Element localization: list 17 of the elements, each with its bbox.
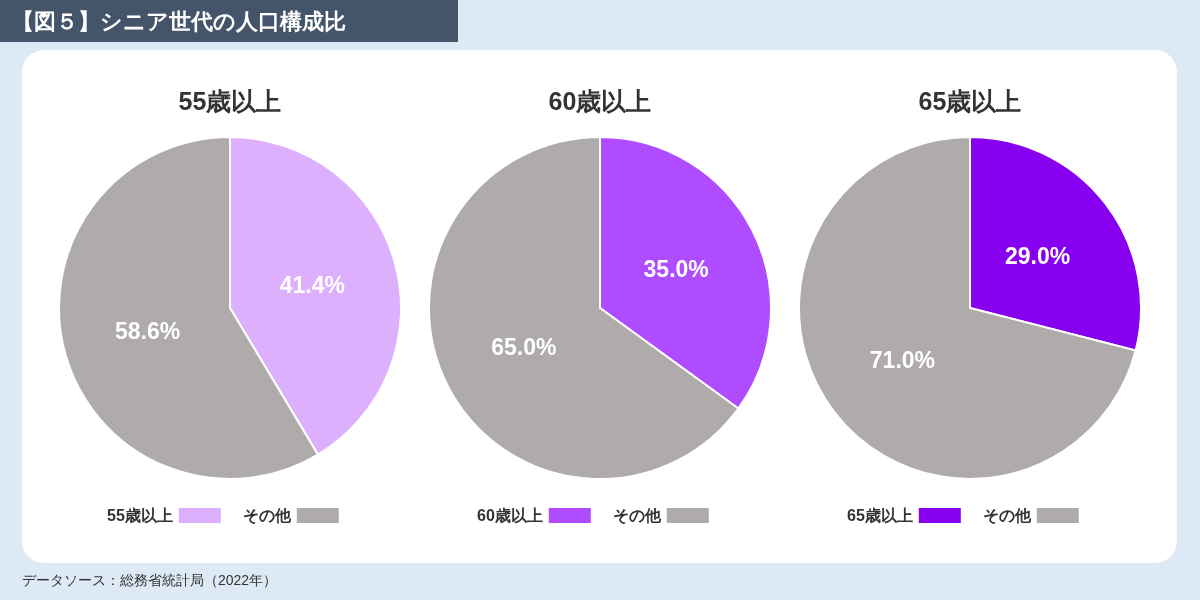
data-label: 58.6% xyxy=(114,317,181,344)
legend-label: 55歳以上 xyxy=(107,507,173,524)
data-label: 41.4% xyxy=(279,272,346,299)
data-label: 65.0% xyxy=(491,333,557,360)
chart-title: 55歳以上 xyxy=(178,87,282,115)
data-label: 35.0% xyxy=(643,256,709,283)
legend-label: 65歳以上 xyxy=(847,507,913,524)
chart-title: 65歳以上 xyxy=(918,87,1022,115)
legend-label: 60歳以上 xyxy=(477,507,543,524)
chart-title: 60歳以上 xyxy=(548,87,652,115)
data-label: 71.0% xyxy=(869,347,936,374)
data-label: 29.0% xyxy=(1004,242,1071,269)
text: 【図５】シニア世代の人口構成比 xyxy=(12,9,346,34)
legend-label: その他 xyxy=(982,507,1032,525)
legend-label: その他 xyxy=(242,507,292,525)
legend-label: その他 xyxy=(612,507,662,525)
text: データソース：総務省統計局（2022年） xyxy=(22,572,278,588)
